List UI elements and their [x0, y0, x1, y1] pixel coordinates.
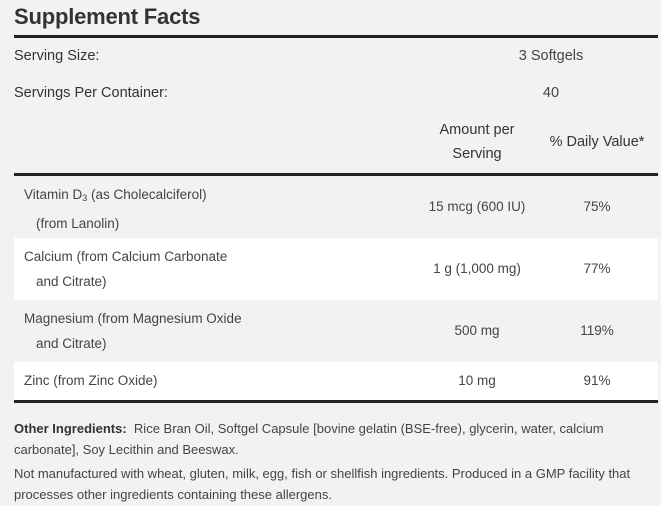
- nutrient-row: Magnesium (from Magnesium Oxide and Citr…: [14, 300, 658, 362]
- other-ingredients: Other Ingredients: Rice Bran Oil, Softge…: [14, 418, 660, 460]
- nutrient-row: Calcium (from Calcium Carbonate and Citr…: [14, 238, 658, 300]
- other-ingredients-label: Other Ingredients:: [14, 421, 127, 436]
- divider: [14, 35, 658, 38]
- nutrient-row: Zinc (from Zinc Oxide) 10 mg 91%: [14, 362, 658, 400]
- nutrient-name: Magnesium (from Magnesium Oxide and Citr…: [24, 311, 242, 351]
- nutrient-amount: 1 g (1,000 mg): [433, 261, 521, 276]
- serving-size-label: Serving Size:: [14, 48, 100, 64]
- servings-per-container-value: 40: [542, 85, 560, 101]
- allergen-note: Not manufactured with wheat, gluten, mil…: [14, 466, 631, 502]
- amount-column-header: Amount per Serving: [417, 118, 537, 166]
- nutrient-amount: 500 mg: [454, 323, 500, 338]
- nutrient-amount: 15 mcg (600 IU): [428, 199, 526, 214]
- divider: [14, 173, 658, 176]
- divider: [14, 400, 658, 403]
- nutrient-name: Calcium (from Calcium Carbonate and Citr…: [24, 249, 228, 289]
- nutrient-row: Vitamin D3 (as Cholecalciferol) (from La…: [14, 176, 658, 238]
- serving-size-value: 3 Softgels: [518, 48, 584, 64]
- nutrient-name: Zinc (from Zinc Oxide): [24, 373, 158, 388]
- nutrient-amount: 10 mg: [458, 373, 496, 388]
- page-title: Supplement Facts: [14, 4, 201, 29]
- nutrient-daily-value: 119%: [580, 323, 614, 338]
- amount-header-line2: Serving: [452, 146, 502, 162]
- other-ingredients-text: Rice Bran Oil, Softgel Capsule [bovine g…: [14, 421, 604, 457]
- daily-value-column-header: % Daily Value*: [549, 134, 645, 150]
- amount-header-line1: Amount per: [439, 122, 515, 138]
- nutrient-name: Vitamin D3 (as Cholecalciferol) (from La…: [24, 187, 207, 231]
- nutrient-daily-value: 91%: [583, 373, 611, 388]
- nutrient-daily-value: 75%: [583, 199, 611, 214]
- servings-per-container-label: Servings Per Container:: [14, 85, 168, 101]
- nutrient-daily-value: 77%: [583, 261, 611, 276]
